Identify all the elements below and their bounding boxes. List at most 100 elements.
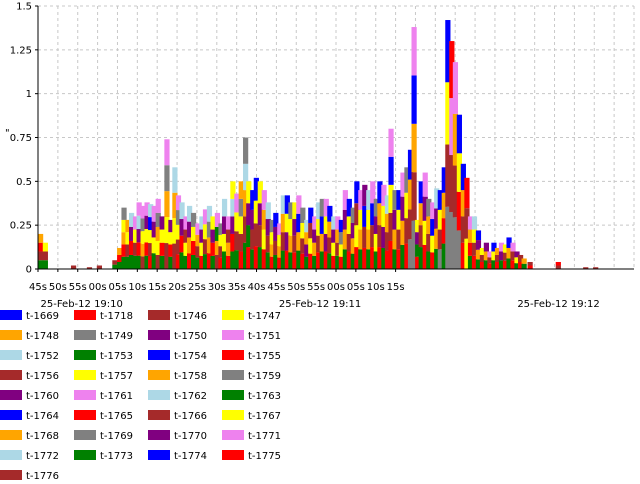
bar-segment — [140, 243, 146, 257]
legend-label: t-1765 — [100, 411, 133, 422]
y-tick-label: 1.5 — [16, 2, 32, 13]
legend-item: t-1747 — [222, 310, 281, 322]
legend-item: t-1768 — [0, 430, 59, 442]
bar-segment — [280, 195, 286, 214]
legend-swatch — [74, 450, 96, 460]
bar-segment — [335, 242, 341, 256]
bar-segment — [335, 216, 341, 230]
bar-segment — [190, 240, 197, 255]
legend-item: t-1769 — [74, 430, 133, 442]
bar-segment — [238, 216, 244, 234]
bar-segment — [494, 247, 501, 255]
x-tick-label: 15s — [387, 282, 405, 293]
legend-item: t-1752 — [0, 350, 59, 362]
legend-item: t-1764 — [0, 410, 59, 422]
legend-label: t-1774 — [174, 451, 207, 462]
legend-swatch — [222, 330, 244, 340]
bar-segment — [404, 243, 410, 269]
bar-segment — [250, 229, 256, 250]
bar-segment — [510, 242, 516, 252]
bar-segment — [346, 216, 352, 234]
bar-segment — [230, 198, 236, 217]
bar-segment — [342, 249, 348, 269]
bar-segment — [96, 265, 103, 269]
bar-segment — [155, 254, 161, 269]
legend-label: t-1760 — [26, 391, 59, 402]
bar-segment — [362, 247, 368, 269]
bar-segment — [494, 261, 501, 269]
bar-segment — [164, 217, 170, 244]
legend-item: t-1669 — [0, 310, 59, 322]
bar-segment — [238, 181, 244, 199]
bar-segment — [445, 20, 451, 83]
bars — [38, 20, 599, 269]
legend-item: t-1771 — [222, 430, 281, 442]
bar-segment — [179, 252, 185, 269]
bar-segment — [494, 254, 501, 262]
bar-segment — [136, 242, 142, 256]
bar-segment — [172, 218, 178, 244]
bar-segment — [366, 190, 372, 210]
bar-segment — [354, 181, 360, 204]
bar-segment — [292, 219, 298, 236]
bar-segment — [210, 255, 216, 269]
bar-segment — [358, 229, 364, 250]
bar-segment — [225, 216, 232, 230]
bar-segment — [183, 216, 189, 230]
bar-segment — [373, 251, 379, 269]
bar-segment — [445, 206, 451, 269]
bar-segment — [202, 209, 209, 225]
bar-segment — [187, 221, 193, 238]
bar-segment — [128, 212, 135, 227]
bar-segment — [190, 226, 197, 241]
bar-segment — [234, 212, 240, 232]
bar-segment — [86, 267, 93, 269]
bar-segment — [404, 218, 410, 244]
bar-segment — [214, 254, 221, 269]
bar-segment — [125, 256, 131, 269]
bar-segment — [491, 242, 497, 252]
bar-segment — [168, 244, 174, 257]
bar-segment — [164, 243, 170, 269]
bar-segment — [422, 172, 428, 197]
bar-segment — [583, 267, 589, 269]
bar-segment — [214, 226, 221, 241]
bar-segment — [400, 220, 406, 245]
bar-segment — [434, 248, 440, 269]
bar-segment — [377, 203, 383, 226]
bar-segment — [471, 242, 478, 256]
bar-segment — [175, 254, 182, 269]
bar-segment — [441, 218, 447, 244]
bar-segment — [452, 165, 459, 218]
bar-segment — [151, 253, 157, 269]
bar-segment — [128, 240, 135, 255]
bar-segment — [128, 226, 135, 241]
bar-segment — [38, 260, 44, 269]
bar-segment — [199, 216, 205, 230]
bar-segment — [415, 244, 421, 257]
y-tick-label: 0 — [26, 265, 32, 276]
bar-segment — [350, 238, 356, 254]
bar-segment — [331, 242, 337, 256]
legend-swatch — [222, 410, 244, 420]
bar-segment — [396, 190, 402, 210]
x-date-label: 25-Feb-12 19:11 — [279, 299, 361, 310]
bar-segment — [449, 212, 455, 269]
bar-segment — [288, 235, 294, 253]
bar-segment — [112, 264, 118, 269]
bar-segment — [202, 239, 209, 255]
bar-segment — [284, 195, 290, 214]
bar-segment — [316, 252, 322, 269]
bar-segment — [218, 234, 224, 247]
bar-segment — [346, 198, 352, 217]
bar-segment — [506, 237, 512, 248]
legend-item: t-1750 — [148, 330, 207, 342]
bar-segment — [338, 232, 344, 245]
bar-segment — [164, 191, 170, 218]
bar-segment — [381, 247, 387, 269]
legend-item: t-1773 — [74, 450, 133, 462]
bar-segment — [214, 240, 221, 255]
legend-item: t-1718 — [74, 310, 133, 322]
bar-segment — [42, 260, 48, 269]
bar-segment — [411, 27, 417, 76]
